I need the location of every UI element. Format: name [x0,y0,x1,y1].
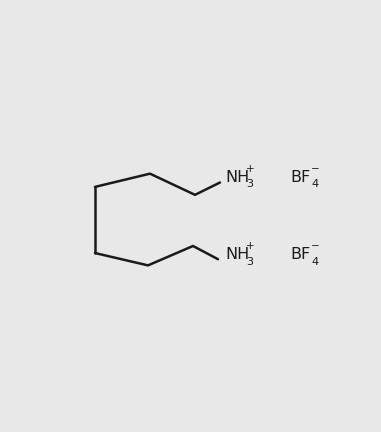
Text: 3: 3 [247,257,253,267]
Text: 4: 4 [311,179,319,189]
Text: NH: NH [225,170,249,185]
Text: BF: BF [290,247,310,262]
Text: +: + [247,241,255,251]
Text: −: − [311,164,320,174]
Text: NH: NH [225,247,249,262]
Text: 3: 3 [247,179,253,189]
Text: +: + [247,164,255,174]
Text: 4: 4 [311,257,319,267]
Text: BF: BF [290,170,310,185]
Text: −: − [311,241,320,251]
